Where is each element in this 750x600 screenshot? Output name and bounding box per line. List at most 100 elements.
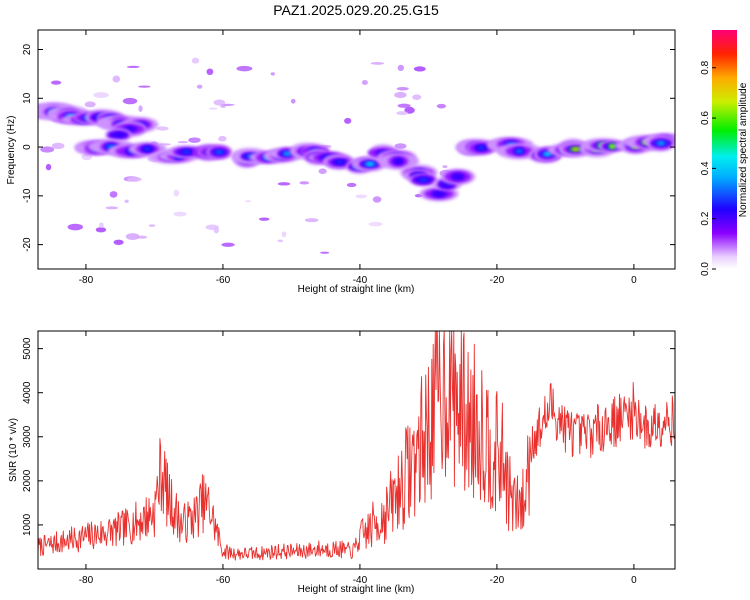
spectrogram-x-ticks: -80 -60 -40 -20 0	[79, 30, 637, 286]
spectrogram-speckle	[270, 72, 275, 76]
spectrogram-speckle	[99, 222, 104, 229]
x-tick-label: -80	[79, 575, 94, 586]
colorbar-tick-label: 0.4	[700, 161, 711, 175]
spectrogram-speckle	[397, 103, 411, 108]
x-tick-label: -60	[216, 275, 231, 286]
colorbar-gradient	[712, 30, 737, 269]
spectrogram-speckle	[196, 84, 203, 89]
spectrogram-speckle	[125, 233, 140, 240]
spectrogram-cell	[658, 141, 664, 145]
spectrogram-speckle	[396, 86, 409, 91]
spectrogram-speckle	[122, 97, 138, 105]
spectrogram-cell	[443, 182, 451, 187]
spectrogram-speckle	[177, 141, 189, 144]
y-tick-label: 10	[22, 92, 33, 104]
spectrogram-speckle	[173, 189, 180, 197]
y-tick-label: 1000	[22, 513, 33, 536]
spectrogram-speckle	[112, 75, 121, 83]
spectrogram-speckle	[127, 176, 142, 182]
colorbar: 0.0 0.2 0.4 0.6 0.8 Normalized spectral ampl…	[700, 30, 749, 276]
spectrogram-speckle	[51, 142, 65, 150]
spectrogram-cell	[126, 127, 133, 131]
spectrogram-speckle	[396, 111, 408, 116]
spectrogram-speckle	[67, 223, 83, 231]
spectrogram-cell	[182, 150, 191, 154]
spectrogram-speckle	[368, 221, 383, 227]
spectrogram-cell	[143, 147, 152, 151]
y-tick-label: 4000	[22, 381, 33, 404]
colorbar-label: Normalized spectral amplitude	[738, 82, 749, 217]
spectrogram-speckle	[372, 196, 382, 203]
spectrogram-speckle	[258, 217, 270, 221]
spectrogram-speckle	[220, 105, 226, 108]
spectrogram-speckle	[84, 101, 96, 108]
spectrogram-speckle	[45, 163, 52, 171]
spectrogram-cell	[478, 146, 485, 150]
spectrogram-speckle	[346, 182, 357, 188]
spectrogram-speckle	[138, 105, 143, 112]
spectrogram-speckle	[442, 165, 448, 169]
x-tick-label: -60	[216, 575, 231, 586]
spectrogram-cell	[544, 152, 551, 156]
snr-frame	[37, 330, 676, 570]
x-tick-label: -80	[79, 275, 94, 286]
spectrogram-speckle	[191, 57, 200, 64]
spectrogram-speckle	[394, 143, 407, 149]
x-tick-label: -20	[490, 275, 505, 286]
spectrogram-speckle	[218, 135, 227, 142]
spectrogram-speckle	[188, 137, 201, 143]
spectrogram-cell	[367, 162, 373, 166]
y-tick-label: 5000	[22, 337, 33, 360]
spectrogram-speckle	[277, 239, 284, 243]
spectrogram-speckle	[105, 206, 119, 210]
snr-x-ticks: -80 -60 -40 -20 0	[79, 331, 637, 586]
spectrogram-speckle	[148, 224, 156, 227]
spectrogram-speckle	[126, 65, 140, 69]
spectrogram-speckle	[109, 191, 118, 198]
spectrogram-speckle	[213, 227, 219, 234]
snr-y-axis-label: SNR (10 * v/v)	[8, 418, 19, 482]
spectrogram-speckle	[413, 66, 426, 72]
spectrogram-y-axis-label: Frequency (Hz)	[6, 116, 17, 185]
spectrogram-speckle	[50, 80, 62, 85]
spectrogram-cell	[609, 144, 615, 148]
y-tick-label: -20	[22, 237, 33, 252]
spectrogram-cell	[284, 152, 290, 156]
spectrogram-cell	[216, 150, 223, 154]
spectrogram-speckle	[40, 146, 55, 153]
colorbar-tick-label: 0.2	[700, 211, 711, 225]
snr-plot-area	[38, 331, 675, 569]
spectrogram-speckle	[281, 231, 287, 238]
spectrogram-speckle	[304, 218, 319, 223]
spectrogram-speckle	[436, 103, 447, 109]
spectrogram-speckle	[299, 181, 310, 185]
x-tick-label: -40	[353, 575, 368, 586]
y-tick-label: 20	[22, 44, 33, 56]
snr-panel: -80 -60 -40 -20 0 1000 2000 3000 4000 5000 Heigh…	[8, 330, 676, 595]
spectrogram-speckle	[318, 168, 327, 175]
spectrogram-speckle	[208, 107, 218, 110]
spectrogram-speckle	[81, 153, 93, 161]
spectrogram-speckle	[290, 98, 296, 104]
colorbar-tick-label: 0.6	[700, 111, 711, 125]
spectrogram-speckle	[397, 64, 404, 72]
spectrogram-speckle	[95, 227, 107, 233]
spectrogram-speckle	[277, 182, 291, 186]
spectrogram-speckle	[213, 99, 226, 106]
spectrogram-speckle	[394, 91, 407, 99]
spectrogram-speckle	[138, 85, 151, 88]
spectrogram-cell	[337, 160, 343, 164]
spectrogram-speckle	[244, 200, 252, 203]
spectrogram-speckle	[355, 194, 368, 199]
spectrogram-x-axis-label: Height of straight line (km)	[298, 284, 415, 295]
spectrogram-blobs	[38, 57, 675, 254]
colorbar-tick-label: 0.0	[700, 262, 711, 276]
spectrogram-cell	[114, 133, 123, 137]
colorbar-tick-label: 0.8	[700, 60, 711, 74]
x-tick-label: 0	[631, 575, 637, 586]
y-tick-label: 3000	[22, 425, 33, 448]
spectrogram-speckle	[370, 61, 385, 65]
spectrogram-speckle	[93, 92, 109, 98]
spectrogram-speckle	[173, 211, 187, 217]
